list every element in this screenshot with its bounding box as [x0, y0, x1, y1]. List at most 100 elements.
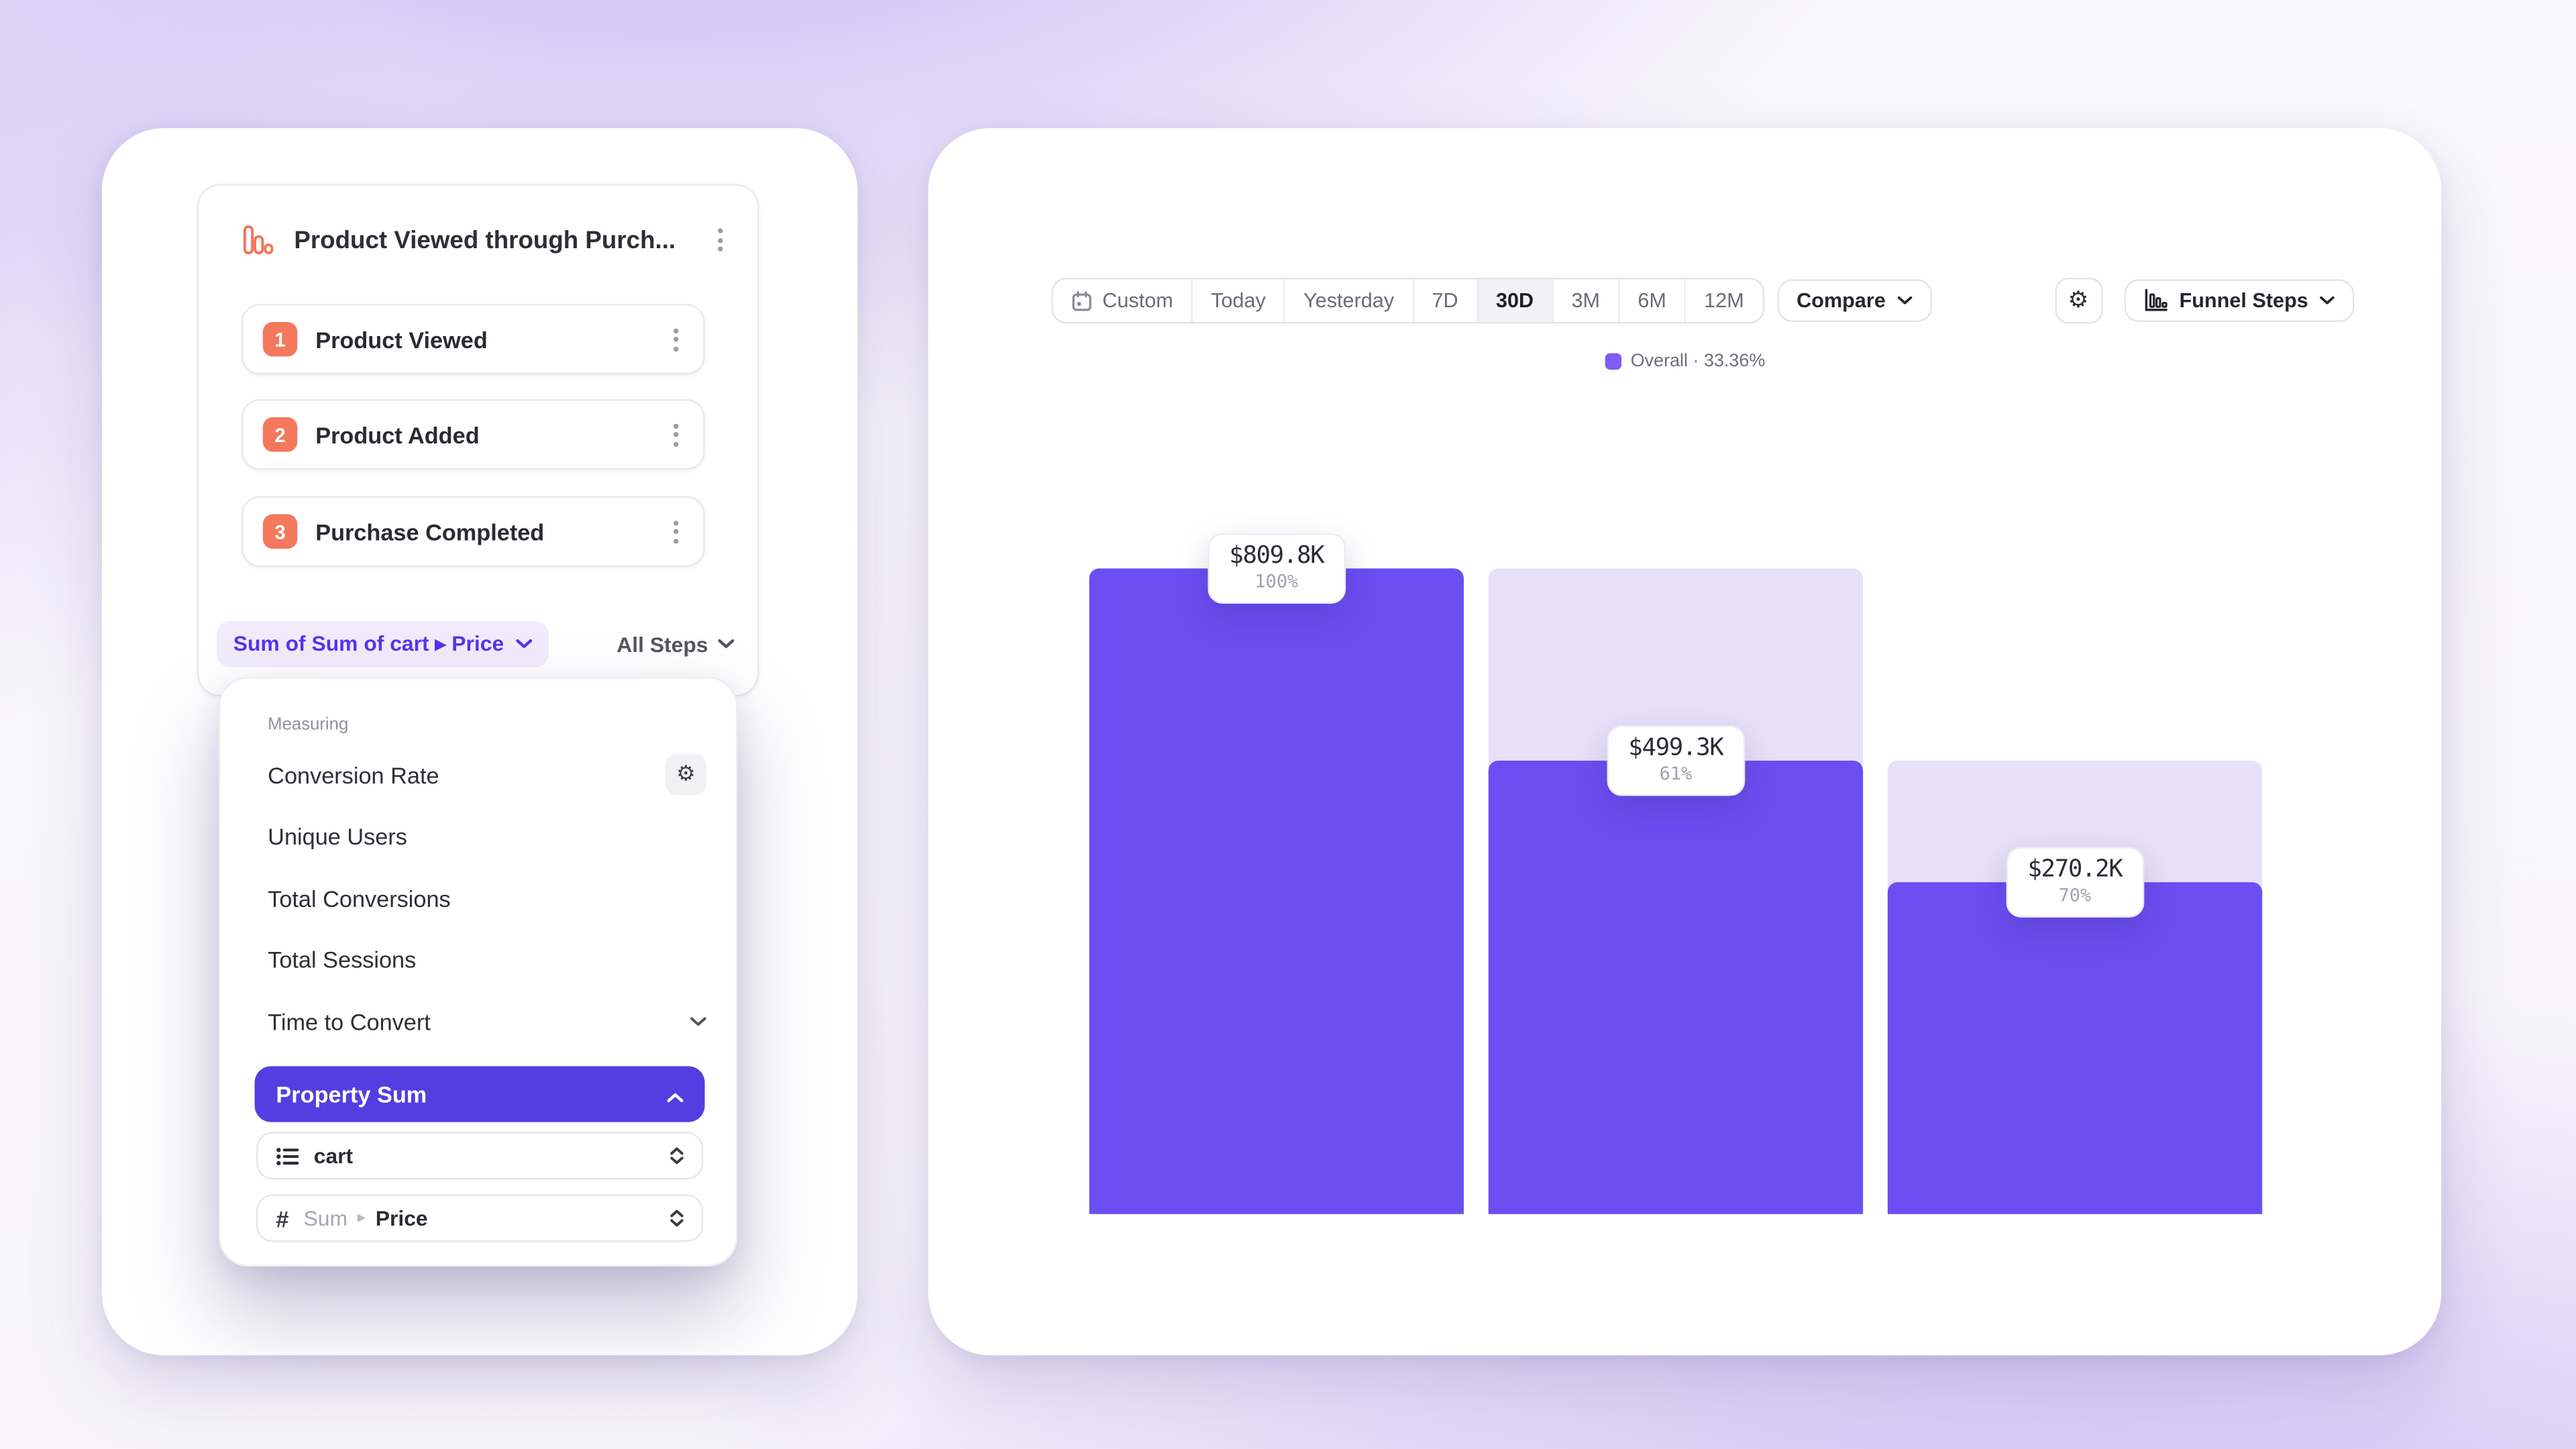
menu-item-unique-users[interactable]: Unique Users — [220, 806, 736, 867]
gear-icon: ⚙ — [676, 762, 696, 788]
funnel-chart-icon — [243, 225, 274, 255]
step-kebab-icon[interactable] — [660, 321, 690, 358]
funnel-steps-chart-icon — [2144, 289, 2167, 311]
funnel-bar[interactable] — [1488, 761, 1864, 1214]
measure-dropdown-label: Sum of Sum of cart ▸ Price — [233, 631, 504, 656]
funnel-step-2[interactable]: 2 Product Added — [241, 399, 705, 470]
view-selector-label: Funnel Steps — [2179, 289, 2308, 313]
date-range-label: Custom — [1102, 289, 1173, 313]
date-range-label: 7D — [1432, 289, 1458, 313]
compare-button[interactable]: Compare — [1776, 279, 1932, 323]
funnel-title-row: Product Viewed through Purch... — [241, 212, 735, 268]
chevron-up-icon — [667, 1093, 684, 1103]
bar-percentage: 70% — [2058, 884, 2092, 906]
chart-settings-button[interactable]: ⚙ — [2054, 277, 2102, 324]
chart-controls-row: Custom Today Yesterday 7D 30D 3M 6M 12M … — [1051, 277, 2355, 324]
chevron-down-icon — [515, 639, 532, 649]
step-label: Product Viewed — [315, 326, 488, 353]
property-select-value: cart — [313, 1143, 354, 1169]
date-range-today[interactable]: Today — [1191, 279, 1284, 323]
date-range-label: 30D — [1495, 289, 1534, 313]
list-icon — [276, 1146, 299, 1165]
date-range-custom[interactable]: Custom — [1053, 279, 1191, 322]
date-range-7d[interactable]: 7D — [1412, 279, 1476, 323]
bar-value: $499.3K — [1628, 735, 1723, 762]
measure-dropdown[interactable]: Sum of Sum of cart ▸ Price — [217, 621, 549, 667]
legend-swatch — [1604, 353, 1621, 370]
bar-percentage: 61% — [1659, 763, 1693, 785]
chart-legend[interactable]: Overall · 33.36% — [928, 352, 2442, 371]
measure-row: Sum of Sum of cart ▸ Price All Steps — [217, 619, 735, 668]
funnel-bar-group: $499.3K 61% — [1488, 568, 1864, 1214]
menu-item-label: Total Sessions — [268, 947, 417, 973]
date-range-12m[interactable]: 12M — [1684, 279, 1762, 323]
date-range-label: 3M — [1571, 289, 1601, 313]
arrow-right-icon: ▸ — [357, 1209, 366, 1228]
bar-value: $809.8K — [1229, 543, 1324, 570]
menu-item-conversion-rate[interactable]: Conversion Rate ⚙ — [220, 744, 736, 806]
conversion-rate-settings-button[interactable]: ⚙ — [665, 754, 707, 796]
menu-item-label: Total Conversions — [268, 885, 451, 912]
bar-value-label: $270.2K 70% — [2006, 847, 2144, 918]
date-range-label: 12M — [1704, 289, 1744, 313]
date-range-segmented-control: Custom Today Yesterday 7D 30D 3M 6M 12M — [1051, 277, 1764, 324]
chevron-down-icon — [718, 639, 735, 649]
funnel-title: Product Viewed through Purch... — [294, 225, 676, 254]
menu-item-label: Time to Convert — [268, 1008, 431, 1035]
funnel-bar-group: $270.2K 70% — [1887, 568, 2263, 1214]
measuring-menu: Measuring Conversion Rate ⚙ Unique Users… — [218, 676, 738, 1267]
view-selector-button[interactable]: Funnel Steps — [2123, 279, 2355, 323]
date-range-label: Today — [1211, 289, 1266, 313]
aggregation-value: Price — [375, 1205, 428, 1231]
hash-icon: # — [276, 1205, 289, 1232]
steps-filter-dropdown[interactable]: All Steps — [616, 631, 735, 657]
chart-view-controls: ⚙ Funnel Steps — [2054, 277, 2355, 324]
funnel-bar[interactable] — [1887, 882, 2263, 1214]
date-range-6m[interactable]: 6M — [1617, 279, 1684, 323]
chevron-down-icon — [690, 1016, 706, 1026]
menu-section-label: Measuring — [268, 714, 349, 735]
menu-item-label: Property Sum — [276, 1081, 427, 1108]
compare-label: Compare — [1796, 289, 1886, 313]
aggregation-select[interactable]: # Sum ▸ Price — [256, 1194, 704, 1242]
menu-item-label: Unique Users — [268, 823, 407, 850]
bar-value-label: $809.8K 100% — [1208, 533, 1346, 604]
aggregation-prefix: Sum — [303, 1205, 348, 1231]
chevron-down-icon — [2320, 296, 2334, 305]
date-range-label: 6M — [1638, 289, 1666, 313]
date-range-3m[interactable]: 3M — [1552, 279, 1618, 323]
steps-filter-label: All Steps — [616, 631, 708, 657]
menu-list: Conversion Rate ⚙ Unique Users Total Con… — [220, 744, 736, 1052]
query-builder-card: Product Viewed through Purch... 1 Produc… — [101, 128, 858, 1356]
step-number-badge: 2 — [262, 417, 298, 452]
funnel-bar-group: $809.8K 100% — [1089, 533, 1464, 1214]
legend-label: Overall · 33.36% — [1630, 352, 1766, 372]
step-kebab-icon[interactable] — [660, 417, 690, 453]
funnel-step-1[interactable]: 1 Product Viewed — [241, 304, 705, 375]
select-updown-icon — [670, 1209, 684, 1227]
date-range-30d[interactable]: 30D — [1476, 279, 1552, 323]
menu-item-total-sessions[interactable]: Total Sessions — [220, 929, 736, 991]
step-label: Purchase Completed — [315, 518, 545, 545]
bar-value-label: $499.3K 61% — [1607, 725, 1745, 796]
step-number-badge: 3 — [262, 514, 298, 549]
chevron-down-icon — [1897, 296, 1912, 305]
step-number-badge: 1 — [262, 322, 298, 357]
menu-item-total-conversions[interactable]: Total Conversions — [220, 867, 736, 929]
menu-item-property-sum-selected[interactable]: Property Sum — [254, 1066, 705, 1122]
menu-item-label: Conversion Rate — [268, 761, 439, 788]
bar-value: $270.2K — [2027, 857, 2123, 883]
funnel-menu-kebab-icon[interactable] — [705, 222, 735, 258]
funnel-bar[interactable] — [1089, 568, 1464, 1214]
funnel-step-3[interactable]: 3 Purchase Completed — [241, 496, 705, 567]
select-updown-icon — [670, 1146, 684, 1165]
gear-icon: ⚙ — [2068, 287, 2089, 314]
property-select[interactable]: cart — [256, 1132, 704, 1180]
funnel-plot: $809.8K 100% $499.3K 61% $270.2K 70% — [1089, 533, 2263, 1214]
date-range-yesterday[interactable]: Yesterday — [1283, 279, 1412, 323]
menu-item-time-to-convert[interactable]: Time to Convert — [220, 991, 736, 1053]
funnel-definition-card: Product Viewed through Purch... 1 Produc… — [197, 184, 759, 697]
step-kebab-icon[interactable] — [660, 513, 690, 549]
chart-card: Custom Today Yesterday 7D 30D 3M 6M 12M … — [928, 128, 2442, 1356]
